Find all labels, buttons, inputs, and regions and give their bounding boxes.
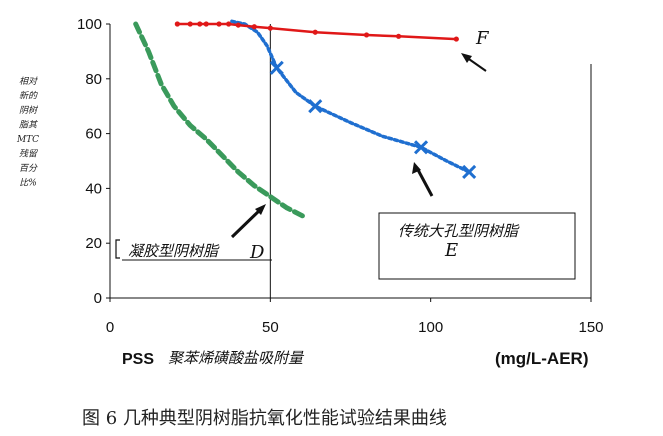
y-tick-label: 40 — [85, 180, 102, 197]
y-tick-label: 100 — [77, 16, 102, 33]
annotation-d-key: D — [249, 242, 265, 263]
annotation-d-label: 凝胶型阴树脂 — [128, 242, 220, 260]
series-d — [133, 21, 305, 219]
annotation-f-key: F — [475, 28, 490, 49]
series-f-point — [267, 25, 273, 31]
series-f-point — [251, 24, 257, 30]
series-f-point — [312, 29, 318, 35]
annotation-e-label: 传统大孔型阴树脂 — [398, 222, 520, 240]
x-axis-unit: (mg/L-AER) — [495, 349, 588, 368]
y-tick-label: 0 — [94, 290, 102, 307]
series-f-point — [187, 21, 193, 27]
axes — [106, 23, 592, 302]
series-e-marker — [269, 60, 284, 75]
series-e-line — [230, 19, 471, 174]
x-tick-label: 0 — [106, 319, 114, 336]
series-f-point — [216, 21, 222, 27]
series-layer — [133, 19, 477, 219]
series-f-point — [396, 33, 402, 39]
series-f-point — [197, 21, 203, 27]
series-f-point — [203, 21, 209, 27]
series-f-point — [226, 21, 232, 27]
y-tick-label: 60 — [85, 126, 102, 143]
annotation-e: 传统大孔型阴树脂 E — [378, 162, 576, 280]
annotation-d-arrow — [230, 206, 264, 239]
series-f-point — [235, 22, 241, 28]
x-axis-label-prefix: PSS — [122, 351, 154, 368]
series-f — [174, 21, 459, 42]
series-e — [230, 19, 477, 180]
y-axis-label-line: 脂其 — [19, 120, 38, 131]
y-tick-labels: 0 20 40 60 80 100 — [77, 16, 102, 307]
y-axis-label-line: 残留 — [19, 149, 39, 160]
series-f-point — [363, 32, 370, 38]
x-axis-label: PSS 聚苯烯磺酸盐吸附量 (mg/L-AER) — [122, 349, 588, 368]
y-axis-label-line: 阴树 — [19, 105, 39, 116]
annotation-e-key: E — [444, 240, 458, 261]
x-tick-label: 100 — [418, 319, 443, 336]
y-tick-label: 80 — [85, 71, 102, 88]
series-e-marker — [462, 164, 477, 180]
annotation-e-arrow — [415, 167, 434, 197]
figure-caption: 图 6 几种典型阴树脂抗氧化性能试验结果曲线 — [82, 408, 447, 429]
annotation-d-arrowhead — [255, 204, 266, 215]
y-axis-label-line: 比% — [19, 178, 37, 189]
annotation-e-arrowhead — [412, 162, 421, 174]
annotation-f-arrowhead — [461, 53, 472, 63]
annotation-d: 凝胶型阴树脂 D — [115, 204, 272, 263]
y-tick-label: 20 — [85, 235, 102, 252]
x-tick-labels: 0 50 100 150 — [106, 319, 604, 336]
annotation-d-bracket — [115, 239, 120, 259]
series-e-marker — [308, 99, 323, 114]
series-f-point — [174, 21, 180, 27]
series-d-line — [133, 21, 305, 219]
y-axis-label-line: 相对 — [19, 76, 38, 87]
y-axis-label-line: MTC — [16, 135, 39, 145]
x-tick-label: 50 — [262, 319, 279, 336]
y-axis-label-line: 百分 — [19, 163, 38, 174]
series-e-marker — [413, 140, 429, 155]
x-tick-label: 150 — [578, 319, 603, 336]
annotation-f: F — [461, 28, 490, 72]
x-axis-label-text: 聚苯烯磺酸盐吸附量 — [168, 349, 305, 367]
series-f-point — [453, 36, 459, 42]
y-axis-label-line: 新的 — [19, 91, 38, 102]
annotation-e-box — [378, 212, 576, 280]
